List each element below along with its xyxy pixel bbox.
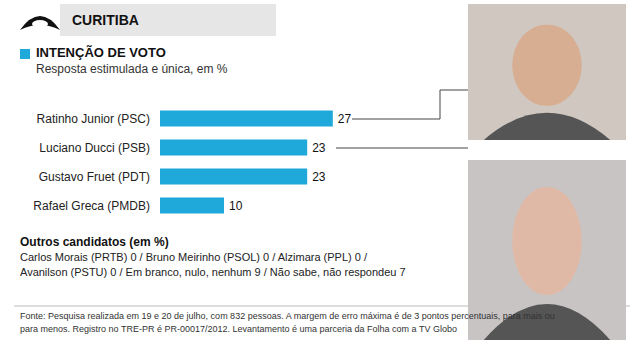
html-text:CURITIBA: CURITIBA (72, 12, 139, 28)
html-text:Outros candidatos (em %): Outros candidatos (em %) (20, 235, 169, 249)
svg-text:23: 23 (312, 170, 326, 184)
svg-text:23: 23 (312, 141, 326, 155)
svg-text:10: 10 (229, 199, 243, 213)
svg-text:Ratinho Junior (PSC): Ratinho Junior (PSC) (37, 112, 150, 126)
html-text:Avanilson (PSTU) 0 / Em branco: Avanilson (PSTU) 0 / Em branco, nulo, ne… (20, 266, 406, 278)
svg-text:Gustavo Fruet (PDT): Gustavo Fruet (PDT) (39, 170, 150, 184)
svg-text:27: 27 (338, 112, 352, 126)
html-text:INTENÇÃO DE VOTO: INTENÇÃO DE VOTO (36, 45, 166, 60)
html-text:Carlos Morais (PRTB) 0 / Bruno: Carlos Morais (PRTB) 0 / Bruno Meirinho … (20, 251, 367, 263)
html-text:Fonte: Pesquisa realizada em 1: Fonte: Pesquisa realizada em 19 e 20 de … (20, 311, 555, 321)
html-text:para menos. Registro no TRE-PR: para menos. Registro no TRE-PR é PR-0001… (20, 324, 457, 334)
svg-text:Rafael Greca (PMDB): Rafael Greca (PMDB) (33, 199, 150, 213)
html-text:Resposta estimulada e única, e: Resposta estimulada e única, em % (36, 62, 228, 76)
svg-text:Luciano Ducci (PSB): Luciano Ducci (PSB) (39, 141, 150, 155)
